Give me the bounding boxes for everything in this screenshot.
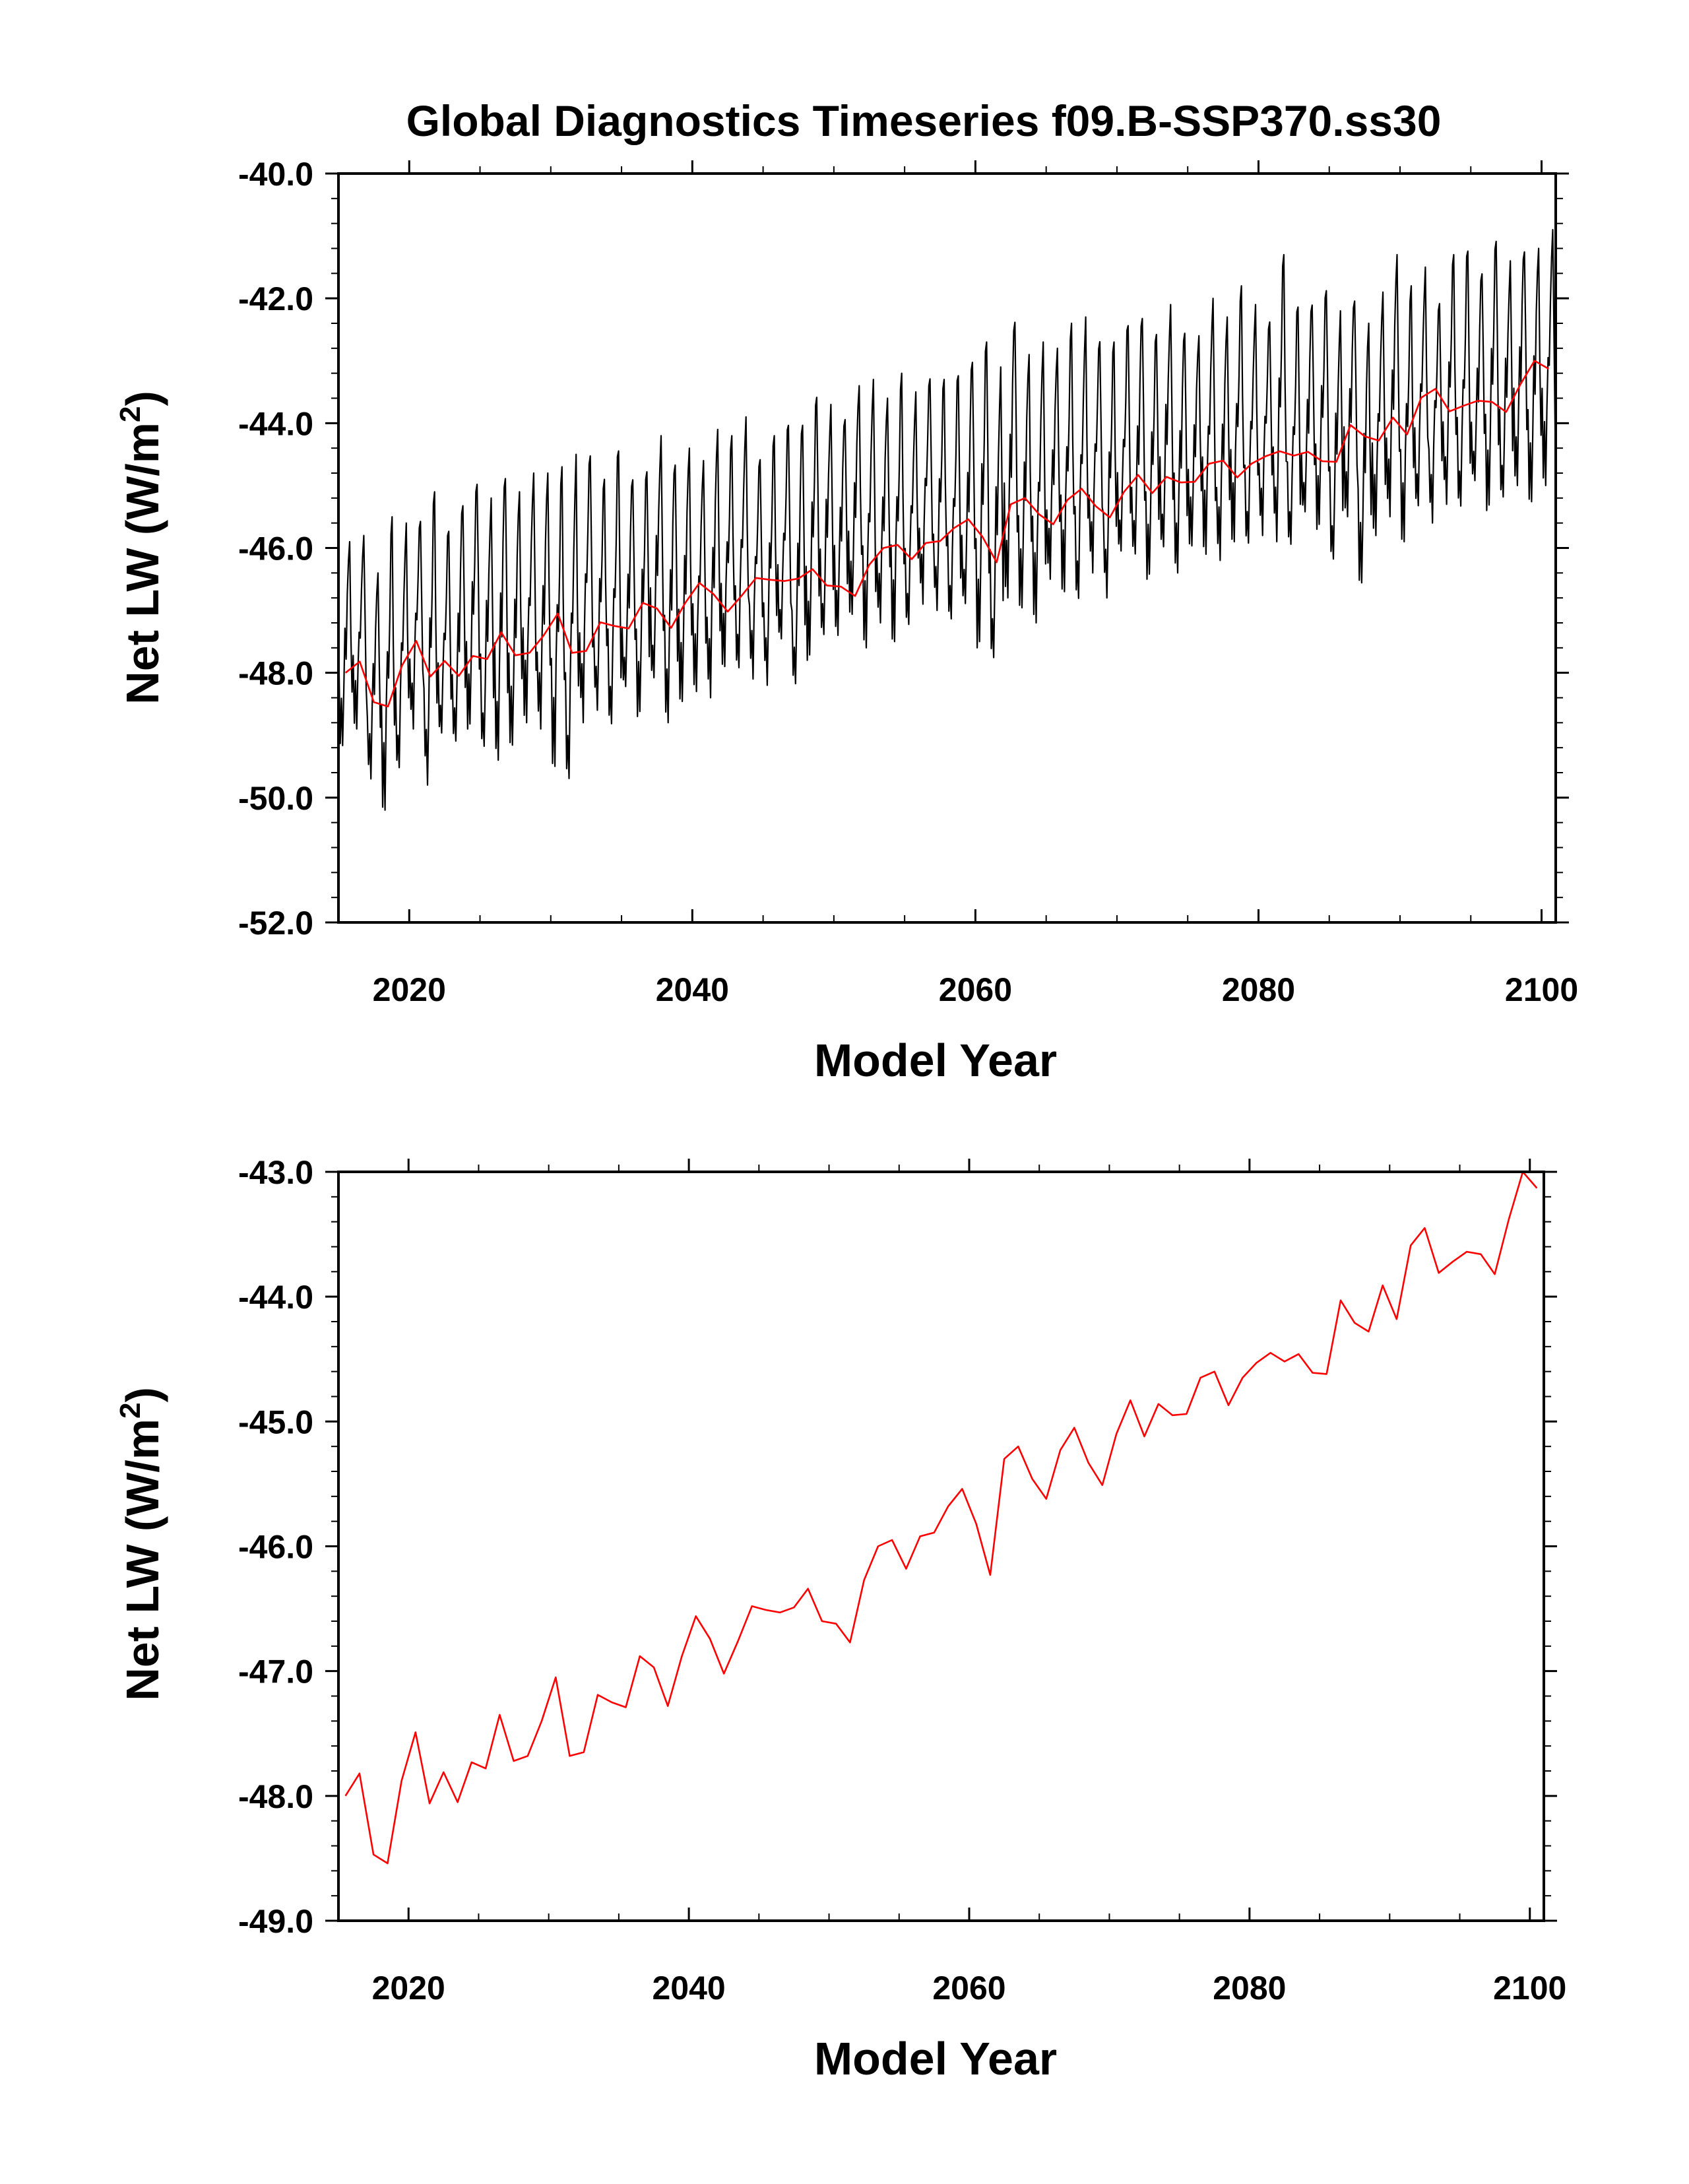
bottom-plot-lines [344, 1171, 1538, 1865]
top-x-axis-label: Model Year [814, 1035, 1057, 1086]
top-x-tick-label: 2080 [1222, 971, 1295, 1008]
bottom-plot-frame [337, 1171, 1545, 1922]
top-x-tick-label: 2020 [373, 971, 446, 1008]
top-y-tick-label: -42.0 [238, 280, 313, 317]
bottom-x-tick-label: 2040 [652, 1970, 725, 2007]
figure-title: Global Diagnostics Timeseries f09.B-SSP3… [406, 96, 1442, 145]
top-y-axis-label-superscript: 2 [114, 406, 146, 422]
bottom-y-tick-label: -43.0 [238, 1154, 313, 1191]
bottom-y-axis-label-main: Net LW (W/m [117, 1419, 168, 1701]
bottom-y-tick-label: -47.0 [238, 1654, 313, 1690]
top-y-tick-label: -44.0 [238, 405, 313, 442]
top-tick-labels: 2020 2040 2060 2080 2100 -52.0 -50.0 -48.0 -46.0… [238, 156, 1578, 1008]
top-x-tick-label: 2040 [656, 971, 729, 1008]
bottom-axis-ticks [325, 1159, 1557, 1922]
bottom-tick-labels: 2020 2040 2060 2080 2100 -49.0 -48.0 -47.0 -46.0… [238, 1154, 1566, 2007]
top-panel: 2020 2040 2060 2080 2100 -52.0 -50.0 -48.0 -46.0… [114, 156, 1578, 1086]
top-plot-frame [337, 172, 1557, 924]
top-y-axis-label: Net LW (W/m2) [114, 391, 168, 705]
bottom-x-tick-label: 2100 [1493, 1970, 1566, 2007]
bottom-x-tick-label: 2080 [1213, 1970, 1286, 2007]
top-y-tick-label: -46.0 [238, 530, 313, 567]
bottom-y-tick-label: -45.0 [238, 1403, 313, 1440]
bottom-x-axis-label: Model Year [814, 2033, 1057, 2084]
bottom-panel: 2020 2040 2060 2080 2100 -49.0 -48.0 -47.0 -46.0… [114, 1154, 1566, 2084]
top-y-tick-label: -48.0 [238, 655, 313, 692]
top-monthly-series-line [338, 229, 1556, 811]
top-x-tick-label: 2060 [939, 971, 1012, 1008]
top-y-axis-label-close: ) [117, 391, 168, 406]
top-annual-mean-series-line [344, 360, 1549, 707]
bottom-y-tick-label: -49.0 [238, 1903, 313, 1940]
bottom-y-tick-label: -44.0 [238, 1279, 313, 1316]
bottom-x-tick-label: 2020 [372, 1970, 445, 2007]
top-x-tick-label: 2100 [1505, 971, 1578, 1008]
bottom-y-axis-label-close: ) [117, 1387, 168, 1402]
bottom-y-tick-label: -48.0 [238, 1778, 313, 1815]
top-y-axis-label-main: Net LW (W/m [117, 422, 168, 705]
top-plot-lines [338, 229, 1556, 811]
top-y-tick-label: -50.0 [238, 780, 313, 817]
top-y-tick-label: -40.0 [238, 156, 313, 193]
bottom-y-axis-label: Net LW (W/m2) [114, 1387, 168, 1701]
top-axis-ticks [325, 160, 1569, 924]
top-y-tick-label: -52.0 [238, 905, 313, 942]
bottom-annual-mean-series-line [344, 1171, 1538, 1865]
bottom-y-tick-label: -46.0 [238, 1529, 313, 1566]
bottom-x-tick-label: 2060 [932, 1970, 1005, 2007]
bottom-y-axis-label-superscript: 2 [114, 1403, 146, 1419]
